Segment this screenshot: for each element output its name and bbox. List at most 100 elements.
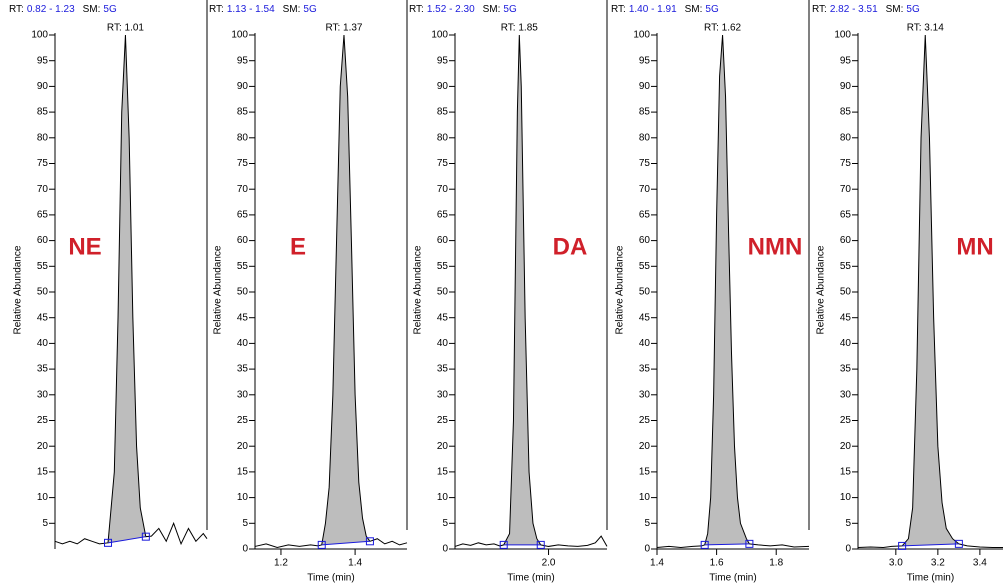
y-tick-label: 65 — [37, 210, 49, 221]
y-tick-label: 0 — [442, 544, 448, 555]
trace-line — [254, 34, 408, 548]
y-tick-label: 55 — [639, 261, 651, 272]
y-tick-label: 60 — [840, 235, 852, 246]
integration-baseline — [321, 540, 370, 546]
y-tick-label: 25 — [639, 415, 651, 426]
y-tick-label: 90 — [37, 81, 49, 92]
panel-header: RT: 1.52 - 2.30 SM: 5G — [409, 4, 517, 15]
y-tick-label: 75 — [437, 158, 449, 169]
y-tick-label: 65 — [237, 210, 249, 221]
y-tick-label: 95 — [237, 55, 249, 66]
trace-line — [857, 34, 1003, 548]
y-tick-label: 0 — [845, 544, 851, 555]
x-tick-label: 1.2 — [274, 558, 288, 569]
y-tick-label: 100 — [834, 30, 851, 41]
y-tick-label: 85 — [437, 107, 449, 118]
y-tick-label: 15 — [237, 467, 249, 478]
integration-marker — [898, 541, 907, 550]
integration-marker — [954, 539, 963, 548]
y-tick-label: 75 — [37, 158, 49, 169]
integration-marker — [745, 539, 754, 548]
peak-area — [902, 35, 959, 546]
y-tick-label: 50 — [37, 287, 49, 298]
y-tick-label: 45 — [37, 312, 49, 323]
panel-header: RT: 0.82 - 1.23 SM: 5G — [9, 4, 117, 15]
header-part: RT: — [611, 4, 626, 15]
header-part: RT: — [209, 4, 224, 15]
y-tick-label: 95 — [840, 55, 852, 66]
y-tick-label: 15 — [437, 467, 449, 478]
y-tick-label: 90 — [237, 81, 249, 92]
y-tick-label: 40 — [37, 338, 49, 349]
y-tick-label: 35 — [437, 364, 449, 375]
y-tick-label: 5 — [42, 518, 48, 529]
x-tick-label: 1.8 — [769, 558, 783, 569]
y-tick-label: 0 — [644, 544, 650, 555]
y-tick-label: 10 — [237, 492, 249, 503]
y-tick-label: 40 — [437, 338, 449, 349]
y-tick-label: 65 — [639, 210, 651, 221]
y-tick-label: 20 — [437, 441, 449, 452]
y-tick-label: 90 — [840, 81, 852, 92]
header-part: SM: — [283, 4, 301, 15]
panel-header: RT: 1.40 - 1.91 SM: 5G — [611, 4, 719, 15]
y-tick-label: 15 — [37, 467, 49, 478]
y-tick-label: 15 — [840, 467, 852, 478]
y-tick-label: 45 — [437, 312, 449, 323]
y-tick-label: 100 — [431, 30, 448, 41]
x-axis-label: Time (min) — [507, 573, 554, 584]
integration-marker — [365, 537, 374, 546]
header-part: 1.13 - 1.54 — [227, 4, 275, 15]
y-tick-label: 40 — [840, 338, 852, 349]
y-tick-label: 30 — [639, 389, 651, 400]
integration-baseline — [902, 543, 959, 547]
header-part: SM: — [685, 4, 703, 15]
compound-label: NMN — [748, 233, 803, 260]
y-tick-label: 90 — [437, 81, 449, 92]
y-tick-label: 75 — [237, 158, 249, 169]
y-tick-label: 95 — [639, 55, 651, 66]
header-part: RT: — [9, 4, 24, 15]
panel-header: RT: 2.82 - 3.51 SM: 5G — [812, 4, 920, 15]
x-tick-label: 1.6 — [710, 558, 724, 569]
integration-marker — [104, 538, 113, 547]
y-tick-label: 65 — [437, 210, 449, 221]
y-tick-label: 60 — [237, 235, 249, 246]
y-tick-label: 75 — [840, 158, 852, 169]
y-tick-label: 35 — [37, 364, 49, 375]
header-part: SM: — [83, 4, 101, 15]
header-part: RT: — [812, 4, 827, 15]
y-axis-label: Relative Abundance — [213, 245, 224, 334]
y-tick-label: 60 — [437, 235, 449, 246]
y-tick-label: 10 — [840, 492, 852, 503]
y-axis-label: Relative Abundance — [615, 245, 626, 334]
x-tick-label: 3.0 — [889, 558, 903, 569]
y-tick-label: 100 — [231, 30, 248, 41]
y-tick-label: 85 — [840, 107, 852, 118]
header-part: 5G — [503, 4, 517, 15]
y-tick-label: 30 — [37, 389, 49, 400]
y-tick-label: 20 — [237, 441, 249, 452]
y-tick-label: 90 — [639, 81, 651, 92]
header-part: SM: — [886, 4, 904, 15]
y-tick-label: 40 — [237, 338, 249, 349]
y-tick-label: 30 — [237, 389, 249, 400]
y-tick-label: 45 — [639, 312, 651, 323]
x-axis-label: Time (min) — [709, 573, 756, 584]
y-tick-label: 60 — [639, 235, 651, 246]
header-part: RT: — [409, 4, 424, 15]
y-tick-label: 45 — [840, 312, 852, 323]
y-tick-label: 70 — [437, 184, 449, 195]
peak-area — [503, 35, 541, 545]
peak-label: RT: 3.14 — [907, 23, 944, 34]
integration-marker — [536, 540, 545, 549]
peak-label: RT: 1.85 — [501, 23, 538, 34]
y-axis-label: Relative Abundance — [816, 245, 827, 334]
y-tick-label: 55 — [237, 261, 249, 272]
y-tick-label: 55 — [37, 261, 49, 272]
y-tick-label: 55 — [840, 261, 852, 272]
header-part: 5G — [303, 4, 317, 15]
compound-label: MN — [956, 233, 993, 260]
y-tick-label: 25 — [840, 415, 852, 426]
